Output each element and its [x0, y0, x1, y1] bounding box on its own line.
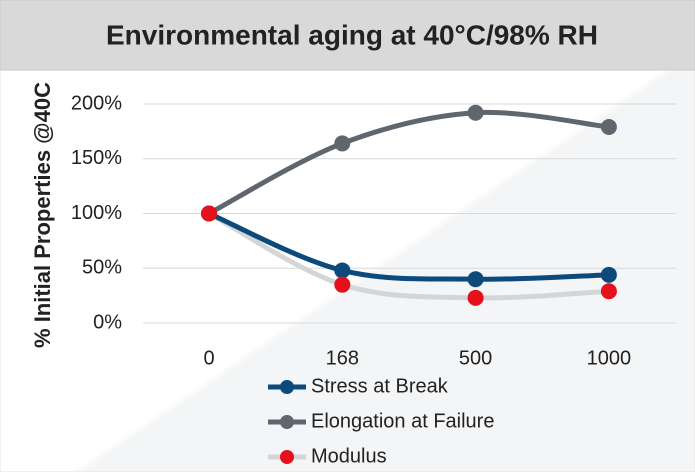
series-line: [207, 211, 610, 301]
x-tick-label: 500: [459, 347, 492, 369]
y-tick-label: 0%: [93, 311, 122, 333]
legend-marker: [280, 380, 294, 394]
data-point: [600, 118, 617, 135]
legend-label: Modulus: [311, 445, 387, 467]
data-point: [467, 271, 484, 288]
y-axis-label: % Initial Properties @40C: [30, 82, 55, 348]
legend-marker: [280, 415, 294, 429]
data-point: [600, 283, 617, 300]
data-point: [467, 289, 484, 306]
y-tick-label: 50%: [82, 257, 122, 279]
legend-label: Elongation at Failure: [311, 410, 494, 432]
data-point: [600, 266, 617, 283]
legend-marker: [280, 450, 294, 464]
data-point: [467, 104, 484, 121]
data-point: [334, 276, 351, 293]
x-tick-label: 168: [326, 347, 359, 369]
legend-label: Stress at Break: [311, 375, 449, 397]
y-tick-label: 200%: [71, 92, 122, 114]
chart-title: Environmental aging at 40°C/98% RH: [106, 19, 598, 50]
y-tick-label: 150%: [71, 147, 122, 169]
x-tick-label: 0: [203, 347, 214, 369]
series-line: [207, 109, 610, 216]
data-point: [201, 205, 217, 222]
y-tick-label: 100%: [71, 202, 122, 224]
data-point: [334, 135, 351, 152]
data-point: [334, 262, 351, 279]
x-tick-label: 1000: [587, 347, 632, 369]
series-line: [208, 211, 609, 282]
title-bar: [0, 0, 695, 71]
